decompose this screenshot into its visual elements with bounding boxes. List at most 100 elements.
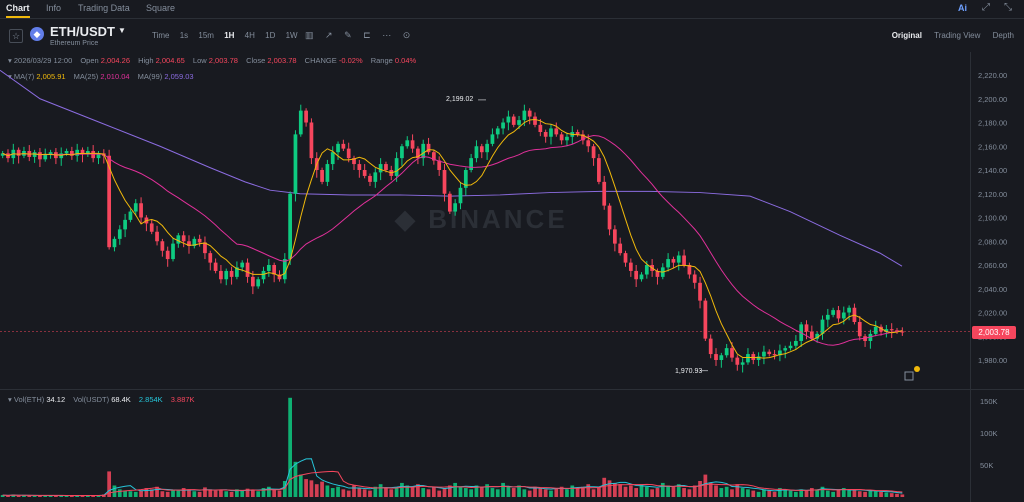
candle-body [831, 310, 835, 315]
candle-body [59, 153, 64, 159]
volume-bar [48, 495, 53, 497]
candle-body [666, 259, 670, 268]
volume-bar [64, 495, 69, 497]
interval-15m[interactable]: 15m [198, 31, 214, 40]
volume-bar [772, 491, 777, 497]
candle-body [639, 274, 644, 280]
volume-bar [235, 489, 239, 497]
chevron-icon[interactable]: ▾ [8, 56, 14, 65]
candle-body [416, 148, 420, 159]
price-axis-tick: 2,020.00 [978, 309, 1007, 318]
ruler-icon[interactable]: ⊏ [363, 30, 371, 40]
candle-body [900, 331, 905, 333]
volume-bar [410, 486, 415, 497]
volume-bar [879, 491, 883, 497]
volume-bar [650, 489, 654, 497]
view-selector: Original Trading View Depth [882, 31, 1014, 40]
candle-body [511, 116, 516, 125]
volume-bar [213, 490, 218, 497]
interval-time[interactable]: Time [152, 31, 170, 40]
indicator-icon[interactable]: ↗ [325, 30, 333, 40]
ma25-value: 2,010.04 [100, 72, 130, 81]
volume-bar [474, 485, 479, 497]
grid-icon[interactable]: ⋯ [382, 30, 392, 40]
price-axis-tick: 2,120.00 [978, 190, 1007, 199]
volume-bar [139, 490, 143, 497]
candle-body [602, 181, 607, 206]
candle-body [847, 307, 851, 313]
interval-1d[interactable]: 1D [265, 31, 276, 40]
chevron-icon[interactable]: ▾ [8, 395, 14, 404]
candle-body [825, 314, 830, 320]
interval-4h[interactable]: 4H [244, 31, 255, 40]
chevron-icon[interactable]: ▾ [8, 72, 14, 81]
volume-bar [607, 480, 612, 497]
volume-bar [506, 486, 511, 497]
candle-body [187, 241, 191, 246]
candle-body [815, 333, 820, 339]
tab-info[interactable]: Info [46, 3, 62, 13]
symbol-title[interactable]: ETH/USDT [50, 24, 115, 39]
candle-body [197, 238, 202, 243]
interval-1h[interactable]: 1H [224, 31, 235, 40]
volume-bar [634, 488, 639, 497]
candle-body [698, 282, 702, 301]
drawing-icon[interactable]: ✎ [344, 30, 352, 40]
volume-bar [32, 495, 37, 497]
interval-1w[interactable]: 1W [285, 31, 298, 40]
volume-bar [400, 482, 404, 497]
candle-body [692, 274, 697, 283]
volume-bar [447, 485, 452, 497]
camera-icon[interactable]: ⊙ [402, 30, 411, 40]
candle-body [762, 351, 766, 357]
view-depth[interactable]: Depth [992, 31, 1014, 40]
volume-bar [224, 491, 229, 497]
volume-bar [586, 484, 591, 497]
ai-button[interactable]: Ai [958, 3, 967, 13]
tab-chart[interactable]: Chart [6, 3, 30, 13]
volume-bar [432, 486, 436, 497]
volume-bar [511, 488, 516, 497]
volume-bar [123, 490, 127, 497]
tab-trading-data[interactable]: Trading Data [78, 3, 130, 13]
volume-bar [746, 489, 750, 497]
volume-bar [687, 489, 692, 497]
volume-bar [809, 488, 814, 497]
candle-body [251, 276, 255, 287]
volume-bar [708, 482, 713, 497]
volume-bar [54, 495, 58, 497]
volume-bar [91, 495, 96, 497]
volume-bar [756, 491, 761, 497]
view-original[interactable]: Original [891, 31, 922, 40]
favorite-star-icon[interactable]: ☆ [9, 29, 23, 43]
volume-bar [522, 489, 527, 497]
ma99-label: MA(99) [137, 72, 163, 81]
volume-bar [613, 482, 617, 497]
candle-body [463, 170, 468, 188]
candle-body [479, 146, 484, 153]
ohlc-legend: ▾ 2026/03/29 12:00 Open 2,004.26 High 2,… [8, 56, 422, 65]
candle-body [735, 357, 740, 365]
volume-legend: ▾ Vol(ETH) 34.12 Vol(USDT) 68.4K 2.854K … [8, 395, 201, 404]
candle-body [432, 152, 436, 161]
chevron-down-icon[interactable]: ▼ [118, 26, 126, 35]
tab-square[interactable]: Square [146, 3, 176, 13]
high-value: 2,004.65 [155, 56, 185, 65]
price-axis-tick: 2,040.00 [978, 285, 1007, 294]
candle-body [628, 262, 633, 271]
candle-body [155, 231, 159, 242]
volume-bar [378, 484, 383, 497]
view-trading-view[interactable]: Trading View [934, 31, 981, 40]
volume-bar [836, 489, 841, 497]
candle-body [809, 331, 814, 339]
volume-bar [597, 486, 601, 497]
settings-icon[interactable]: ⤢ [982, 2, 990, 13]
expand-icon[interactable]: ⤡ [1004, 2, 1012, 13]
volume-bar [165, 491, 170, 497]
volume-bar [362, 489, 367, 497]
candle-body [778, 350, 782, 356]
interval-1s[interactable]: 1s [179, 31, 189, 40]
interval-selector: Time 1s 15m 1H 4H 1D 1W [152, 31, 306, 40]
chart-type-icon[interactable]: ▥ [305, 30, 314, 40]
